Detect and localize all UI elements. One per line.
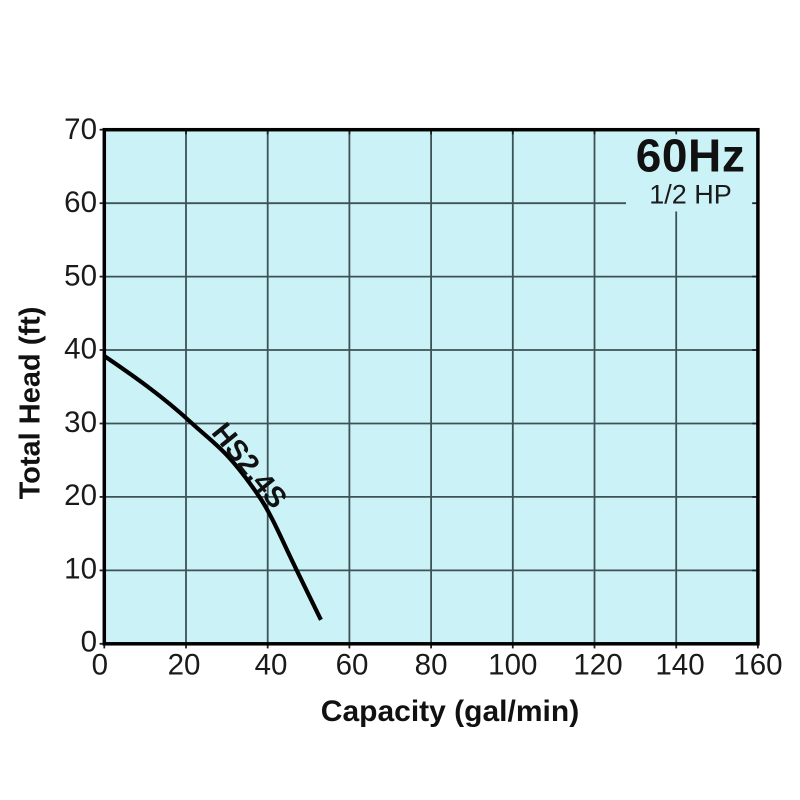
svg-text:10: 10 (64, 552, 97, 585)
svg-text:70: 70 (64, 113, 97, 146)
svg-text:100: 100 (488, 649, 537, 682)
svg-text:160: 160 (733, 649, 782, 682)
svg-text:60: 60 (64, 186, 97, 219)
svg-text:Total Head (ft): Total Head (ft) (15, 307, 47, 500)
svg-text:40: 40 (255, 649, 288, 682)
svg-text:20: 20 (168, 649, 201, 682)
svg-text:140: 140 (655, 649, 704, 682)
svg-text:Capacity (gal/min): Capacity (gal/min) (321, 695, 579, 728)
svg-text:40: 40 (64, 333, 97, 366)
svg-text:80: 80 (415, 649, 448, 682)
svg-text:60Hz: 60Hz (636, 130, 746, 182)
svg-text:50: 50 (64, 259, 97, 292)
svg-text:20: 20 (64, 479, 97, 512)
svg-text:30: 30 (64, 406, 97, 439)
svg-text:120: 120 (573, 649, 622, 682)
svg-text:0: 0 (92, 649, 108, 682)
svg-text:60: 60 (336, 649, 369, 682)
svg-text:0: 0 (81, 626, 97, 659)
svg-text:1/2 HP: 1/2 HP (649, 180, 732, 210)
